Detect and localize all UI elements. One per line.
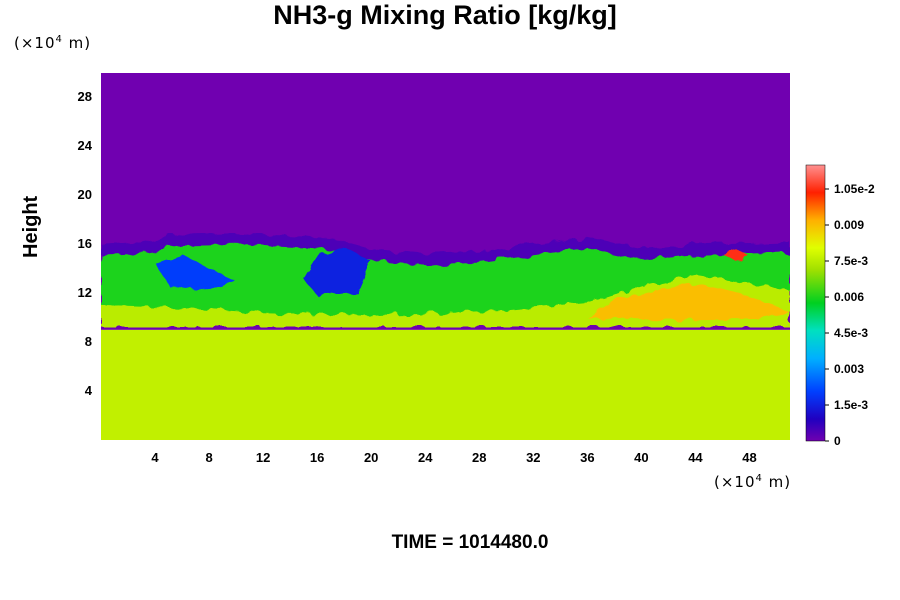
chart-title: NH3-g Mixing Ratio [kg/kg] [273, 0, 617, 30]
colorbar-tick-label: 0 [834, 434, 841, 448]
x-tick-label: 36 [580, 450, 595, 465]
x-tick-label: 8 [205, 450, 213, 465]
heatmap-plot-area [101, 73, 790, 440]
time-label: TIME = 1014480.0 [391, 532, 549, 553]
y-unit-label: (×104 m) [14, 34, 92, 52]
heatmap-lower-region [101, 329, 790, 440]
y-tick-label: 28 [77, 89, 92, 105]
x-tick-label: 24 [418, 450, 433, 465]
colorbar [805, 164, 826, 442]
colorbar-tick-label: 0.003 [834, 362, 865, 376]
y-tick-label: 4 [84, 383, 92, 399]
peak-patch-region [722, 249, 750, 262]
x-tick-label: 44 [688, 450, 703, 465]
x-tick-label: 16 [309, 450, 325, 465]
x-tick-label: 32 [526, 450, 541, 465]
x-tick-label: 40 [634, 450, 649, 465]
low-patch-region-2 [303, 246, 372, 296]
colorbar-tick-label: 0.006 [834, 290, 865, 304]
colorbar-tick-label: 4.5e-3 [834, 326, 869, 340]
colorbar-tick-label: 7.5e-3 [834, 254, 869, 268]
x-tick-label: 4 [151, 450, 159, 465]
x-tick-label: 48 [742, 450, 757, 465]
colorbar-tick-label: 1.05e-2 [834, 182, 875, 196]
low-patch-region-1 [155, 254, 237, 291]
y-tick-label: 8 [84, 334, 92, 350]
colorbar-tick-label: 1.5e-3 [834, 398, 869, 412]
y-tick-label: 16 [77, 236, 92, 252]
x-tick-label: 28 [472, 450, 487, 465]
x-unit-label: (×104 m) [714, 473, 792, 491]
x-tick-label: 12 [255, 450, 271, 465]
colorbar-tick-label: 0.009 [834, 218, 865, 232]
x-tick-label: 20 [363, 450, 379, 465]
colorbar-ticks [825, 188, 829, 442]
warm-patch-region [587, 283, 790, 321]
y-tick-label: 24 [77, 138, 92, 154]
heatmap-cloud-band [101, 233, 790, 328]
y-tick-label: 12 [77, 285, 92, 301]
y-tick-label: 20 [77, 187, 92, 203]
